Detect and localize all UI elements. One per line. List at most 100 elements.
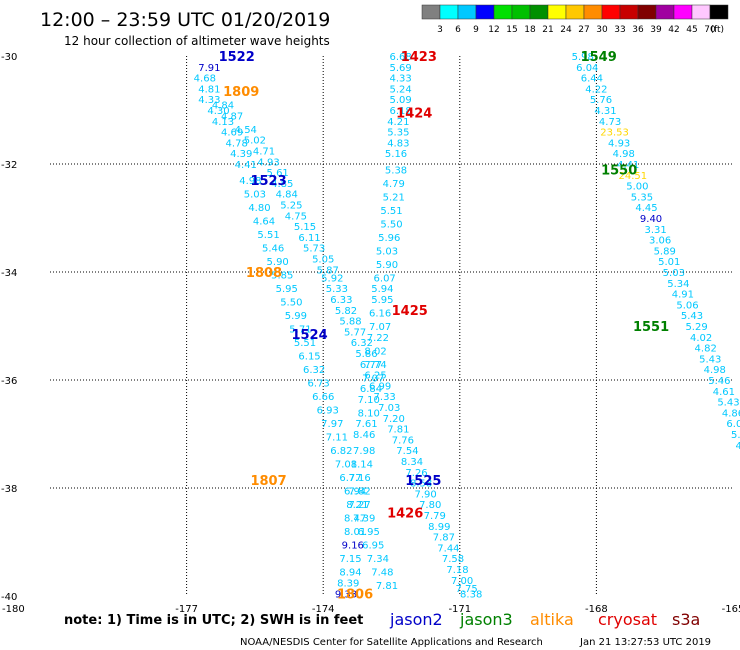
- wave-height-label: 7.54: [396, 446, 418, 457]
- legend-swatch: [421, 4, 441, 20]
- wave-height-label: 6.66: [312, 392, 334, 403]
- legend-swatch: [709, 4, 729, 20]
- legend-label: 15: [506, 25, 517, 35]
- wave-height-label: 9.40: [640, 214, 662, 225]
- wave-height-label: 4.82: [695, 344, 717, 355]
- wave-height-label: 7.61: [355, 419, 377, 430]
- wave-height-label: 5.50: [280, 298, 302, 309]
- wave-height-label: 4.22: [585, 84, 607, 95]
- wave-height-label: 6.32: [303, 365, 325, 376]
- pass-label: 1425: [392, 304, 428, 319]
- pass-label: 1809: [223, 85, 259, 100]
- wave-height-label: 6.93: [317, 406, 339, 417]
- wave-height-label: 6.84: [360, 384, 382, 395]
- wave-height-label: 8.39: [337, 579, 359, 590]
- legend-label: 30: [596, 25, 608, 35]
- wave-height-label: 7.10: [358, 395, 380, 406]
- wave-height-label: 8.94: [339, 568, 361, 579]
- track-d: 5.986.046.444.225.764.314.7323.534.934.9…: [572, 52, 740, 452]
- wave-height-label: 4.81: [198, 84, 220, 95]
- wave-height-label: 5.05: [312, 255, 334, 266]
- lat-tick-label: -40: [1, 592, 17, 603]
- wave-height-label: 7.00: [451, 576, 473, 587]
- wave-height-label: 5.51: [257, 230, 279, 241]
- lat-tick-label: -36: [1, 376, 17, 387]
- wave-height-label: 7.48: [371, 568, 393, 579]
- pass-label: 1424: [396, 107, 432, 122]
- legend-swatch: [673, 4, 693, 20]
- legend-swatch: [691, 4, 711, 20]
- wave-height-label: 7.16: [348, 473, 370, 484]
- wave-height-label: 7.18: [446, 565, 468, 576]
- wave-height-label: 23.53: [600, 128, 629, 139]
- wave-height-label: 4.68: [194, 74, 216, 85]
- wave-height-label: 4.75: [285, 211, 307, 222]
- pass-label: 1551: [633, 320, 669, 335]
- legend-swatch: [439, 4, 459, 20]
- wave-height-label: 4.93: [608, 138, 630, 149]
- wave-height-label: 4.91: [672, 290, 694, 301]
- wave-height-label: 7.20: [383, 414, 405, 425]
- page-title: 12:00 – 23:59 UTC 01/20/2019: [40, 9, 330, 31]
- wave-height-label: 4.21: [387, 117, 409, 128]
- legend-swatch: [511, 4, 531, 20]
- wave-height-label: 4.98: [613, 149, 635, 160]
- wave-height-label: 5.51: [380, 206, 402, 217]
- wave-height-label: 5.01: [658, 257, 680, 268]
- pass-label: 1525: [405, 474, 441, 489]
- wave-height-label: 3.06: [649, 236, 671, 247]
- wave-height-label: 5.94: [371, 284, 393, 295]
- pass-label: 1806: [337, 587, 373, 602]
- wave-height-label: 7.27: [348, 500, 370, 511]
- wave-height-label: 5.33: [326, 284, 348, 295]
- lon-tick-label: -171: [448, 604, 471, 615]
- satellite-name: cryosat: [598, 610, 657, 629]
- wave-height-label: 7.15: [339, 554, 361, 565]
- wave-height-label: 4.80: [248, 203, 270, 214]
- wave-height-label: 8.10: [358, 408, 380, 419]
- wave-height-label: 4.98: [704, 365, 726, 376]
- wave-height-label: 8.01: [344, 527, 366, 538]
- track-b: 4.844.874.545.024.714.935.614.854.845.25…: [212, 101, 482, 601]
- wave-height-label: 7.11: [326, 433, 348, 444]
- wave-height-label: 4.84: [736, 441, 740, 452]
- satellite-name: altika: [530, 610, 574, 629]
- wave-height-label: 5.99: [285, 311, 307, 322]
- wave-height-label: 7.26: [405, 468, 427, 479]
- wave-height-label: 5.10: [731, 430, 740, 441]
- wave-height-label: 8.34: [401, 457, 423, 468]
- legend-swatch: [493, 4, 513, 20]
- wave-height-label: 4.86: [722, 408, 740, 419]
- wave-height-label: 5.03: [663, 268, 685, 279]
- wave-height-label: 7.80: [419, 500, 441, 511]
- legend-swatch: [583, 4, 603, 20]
- lon-tick-label: -168: [585, 604, 608, 615]
- wave-height-label: 7.34: [367, 554, 389, 565]
- wave-height-label: 5.29: [685, 322, 707, 333]
- track-c: 6.685.694.335.245.096.184.215.354.835.16…: [335, 52, 412, 600]
- legend-label: 39: [650, 25, 662, 35]
- lon-tick-label: -177: [175, 604, 198, 615]
- wave-height-label: 7.44: [437, 543, 459, 554]
- legend-label: 9: [473, 25, 479, 35]
- wave-height-label: 24.51: [619, 171, 648, 182]
- wave-height-label: 5.21: [383, 192, 405, 203]
- wave-height-label: 5.06: [676, 300, 698, 311]
- wave-height-label: 5.82: [335, 306, 357, 317]
- legend-label: 70: [704, 25, 716, 35]
- wave-height-label: 5.73: [303, 244, 325, 255]
- wave-height-label: 5.09: [389, 95, 411, 106]
- wave-height-label: 5.90: [376, 260, 398, 271]
- timestamp: Jan 21 13:27:53 UTC 2019: [579, 637, 711, 648]
- legend-label: 3: [437, 25, 443, 35]
- lat-tick-label: -38: [1, 484, 17, 495]
- satellite-name: s3a: [672, 610, 700, 629]
- lon-tick-label: -174: [312, 604, 335, 615]
- wave-height-label: 6.32: [351, 338, 373, 349]
- wave-height-label: 5.87: [317, 265, 339, 276]
- track-a: 7.914.684.814.334.304.134.694.784.394.41…: [194, 63, 398, 592]
- wave-height-label: 4.33: [198, 95, 220, 106]
- wave-height-label: 8.38: [460, 589, 482, 600]
- wave-height-label: 5.43: [681, 311, 703, 322]
